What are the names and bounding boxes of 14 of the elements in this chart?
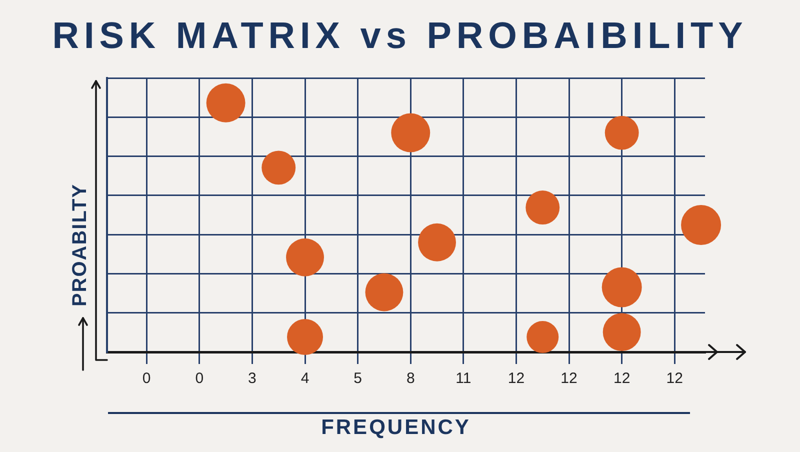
x-tick-label: 12	[508, 370, 525, 388]
chart-title: RISK MATRIX vs PROBAIBILITY	[51, 14, 749, 58]
y-axis-title: PROABILTY	[69, 183, 91, 307]
x-tick-label: 4	[300, 370, 310, 388]
x-axis-title: FREQUENCY	[320, 416, 472, 440]
x-tick-label: 12	[560, 370, 578, 388]
x-tick-label: 11	[456, 370, 472, 388]
x-tick-label: 12	[613, 370, 630, 388]
x-tick-label: 0	[142, 370, 151, 388]
x-tick-label: 8	[406, 370, 415, 388]
x-tick-label: 12	[666, 370, 683, 388]
x-tick-label: 5	[354, 370, 362, 388]
x-tick-label: 0	[195, 370, 204, 388]
x-tick-label: 3	[248, 370, 256, 388]
